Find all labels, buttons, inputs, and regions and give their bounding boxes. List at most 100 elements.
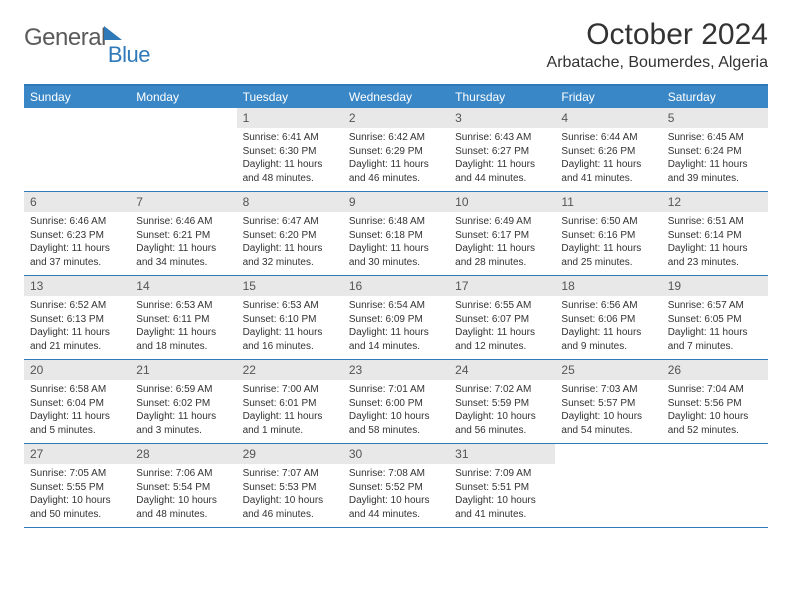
day-data: Sunrise: 6:58 AMSunset: 6:04 PMDaylight:…	[24, 380, 130, 443]
day-cell	[24, 108, 130, 191]
sunrise-text: Sunrise: 7:01 AM	[349, 383, 443, 397]
sunset-text: Sunset: 6:00 PM	[349, 397, 443, 411]
logo-text-1: General	[24, 24, 106, 52]
sunrise-text: Sunrise: 7:04 AM	[668, 383, 762, 397]
day-cell: 20Sunrise: 6:58 AMSunset: 6:04 PMDayligh…	[24, 360, 130, 443]
day-cell: 17Sunrise: 6:55 AMSunset: 6:07 PMDayligh…	[449, 276, 555, 359]
sunset-text: Sunset: 6:30 PM	[243, 145, 337, 159]
sunset-text: Sunset: 6:23 PM	[30, 229, 124, 243]
sunset-text: Sunset: 5:53 PM	[243, 481, 337, 495]
daylight-text: Daylight: 11 hours and 46 minutes.	[349, 158, 443, 185]
day-cell	[130, 108, 236, 191]
day-data: Sunrise: 7:02 AMSunset: 5:59 PMDaylight:…	[449, 380, 555, 443]
week-row: 6Sunrise: 6:46 AMSunset: 6:23 PMDaylight…	[24, 192, 768, 276]
day-cell: 25Sunrise: 7:03 AMSunset: 5:57 PMDayligh…	[555, 360, 661, 443]
day-number: 22	[237, 360, 343, 380]
day-number: 6	[24, 192, 130, 212]
day-data: Sunrise: 6:48 AMSunset: 6:18 PMDaylight:…	[343, 212, 449, 275]
day-cell: 18Sunrise: 6:56 AMSunset: 6:06 PMDayligh…	[555, 276, 661, 359]
daylight-text: Daylight: 11 hours and 21 minutes.	[30, 326, 124, 353]
day-cell: 28Sunrise: 7:06 AMSunset: 5:54 PMDayligh…	[130, 444, 236, 527]
week-row: 27Sunrise: 7:05 AMSunset: 5:55 PMDayligh…	[24, 444, 768, 528]
day-data: Sunrise: 6:50 AMSunset: 6:16 PMDaylight:…	[555, 212, 661, 275]
sunrise-text: Sunrise: 7:03 AM	[561, 383, 655, 397]
day-header: Friday	[555, 86, 661, 108]
day-data: Sunrise: 7:04 AMSunset: 5:56 PMDaylight:…	[662, 380, 768, 443]
sunset-text: Sunset: 5:59 PM	[455, 397, 549, 411]
daylight-text: Daylight: 10 hours and 41 minutes.	[455, 494, 549, 521]
sunset-text: Sunset: 6:24 PM	[668, 145, 762, 159]
day-data: Sunrise: 7:05 AMSunset: 5:55 PMDaylight:…	[24, 464, 130, 527]
day-header: Monday	[130, 86, 236, 108]
location: Arbatache, Boumerdes, Algeria	[547, 54, 768, 72]
day-cell: 16Sunrise: 6:54 AMSunset: 6:09 PMDayligh…	[343, 276, 449, 359]
sunrise-text: Sunrise: 6:56 AM	[561, 299, 655, 313]
daylight-text: Daylight: 10 hours and 48 minutes.	[136, 494, 230, 521]
day-data: Sunrise: 7:09 AMSunset: 5:51 PMDaylight:…	[449, 464, 555, 527]
day-number: 30	[343, 444, 449, 464]
sunset-text: Sunset: 6:05 PM	[668, 313, 762, 327]
daylight-text: Daylight: 11 hours and 16 minutes.	[243, 326, 337, 353]
day-data: Sunrise: 7:00 AMSunset: 6:01 PMDaylight:…	[237, 380, 343, 443]
day-cell: 29Sunrise: 7:07 AMSunset: 5:53 PMDayligh…	[237, 444, 343, 527]
day-number: 10	[449, 192, 555, 212]
sunset-text: Sunset: 5:57 PM	[561, 397, 655, 411]
sunset-text: Sunset: 6:21 PM	[136, 229, 230, 243]
day-number: 16	[343, 276, 449, 296]
day-cell: 27Sunrise: 7:05 AMSunset: 5:55 PMDayligh…	[24, 444, 130, 527]
day-number: 4	[555, 108, 661, 128]
sunset-text: Sunset: 6:06 PM	[561, 313, 655, 327]
month-title: October 2024	[547, 18, 768, 52]
day-cell: 1Sunrise: 6:41 AMSunset: 6:30 PMDaylight…	[237, 108, 343, 191]
sunrise-text: Sunrise: 6:41 AM	[243, 131, 337, 145]
sunset-text: Sunset: 6:26 PM	[561, 145, 655, 159]
day-data: Sunrise: 6:47 AMSunset: 6:20 PMDaylight:…	[237, 212, 343, 275]
daylight-text: Daylight: 11 hours and 3 minutes.	[136, 410, 230, 437]
daylight-text: Daylight: 11 hours and 1 minute.	[243, 410, 337, 437]
title-block: October 2024 Arbatache, Boumerdes, Alger…	[547, 18, 768, 72]
daylight-text: Daylight: 11 hours and 37 minutes.	[30, 242, 124, 269]
sunrise-text: Sunrise: 6:48 AM	[349, 215, 443, 229]
daylight-text: Daylight: 11 hours and 32 minutes.	[243, 242, 337, 269]
sunset-text: Sunset: 6:14 PM	[668, 229, 762, 243]
sunrise-text: Sunrise: 6:58 AM	[30, 383, 124, 397]
day-number: 23	[343, 360, 449, 380]
daylight-text: Daylight: 10 hours and 54 minutes.	[561, 410, 655, 437]
sunrise-text: Sunrise: 6:59 AM	[136, 383, 230, 397]
sunrise-text: Sunrise: 6:55 AM	[455, 299, 549, 313]
sunset-text: Sunset: 6:20 PM	[243, 229, 337, 243]
week-row: 20Sunrise: 6:58 AMSunset: 6:04 PMDayligh…	[24, 360, 768, 444]
day-cell	[662, 444, 768, 527]
daylight-text: Daylight: 10 hours and 46 minutes.	[243, 494, 337, 521]
calendar: Sunday Monday Tuesday Wednesday Thursday…	[24, 84, 768, 528]
day-number: 15	[237, 276, 343, 296]
day-data: Sunrise: 6:56 AMSunset: 6:06 PMDaylight:…	[555, 296, 661, 359]
day-number: 11	[555, 192, 661, 212]
weeks-container: 1Sunrise: 6:41 AMSunset: 6:30 PMDaylight…	[24, 108, 768, 528]
day-cell: 15Sunrise: 6:53 AMSunset: 6:10 PMDayligh…	[237, 276, 343, 359]
day-data: Sunrise: 7:01 AMSunset: 6:00 PMDaylight:…	[343, 380, 449, 443]
day-number: 25	[555, 360, 661, 380]
day-data: Sunrise: 6:44 AMSunset: 6:26 PMDaylight:…	[555, 128, 661, 191]
day-data: Sunrise: 7:03 AMSunset: 5:57 PMDaylight:…	[555, 380, 661, 443]
sunrise-text: Sunrise: 6:45 AM	[668, 131, 762, 145]
day-data: Sunrise: 6:51 AMSunset: 6:14 PMDaylight:…	[662, 212, 768, 275]
daylight-text: Daylight: 11 hours and 30 minutes.	[349, 242, 443, 269]
daylight-text: Daylight: 11 hours and 12 minutes.	[455, 326, 549, 353]
day-data: Sunrise: 6:41 AMSunset: 6:30 PMDaylight:…	[237, 128, 343, 191]
day-number: 21	[130, 360, 236, 380]
day-cell: 30Sunrise: 7:08 AMSunset: 5:52 PMDayligh…	[343, 444, 449, 527]
day-data: Sunrise: 6:46 AMSunset: 6:23 PMDaylight:…	[24, 212, 130, 275]
day-data: Sunrise: 7:07 AMSunset: 5:53 PMDaylight:…	[237, 464, 343, 527]
day-number: 27	[24, 444, 130, 464]
sunset-text: Sunset: 6:10 PM	[243, 313, 337, 327]
daylight-text: Daylight: 11 hours and 34 minutes.	[136, 242, 230, 269]
sunrise-text: Sunrise: 6:46 AM	[30, 215, 124, 229]
day-header: Saturday	[662, 86, 768, 108]
sunset-text: Sunset: 6:17 PM	[455, 229, 549, 243]
daylight-text: Daylight: 10 hours and 58 minutes.	[349, 410, 443, 437]
day-number: 29	[237, 444, 343, 464]
logo: General Blue	[24, 18, 150, 68]
day-number: 3	[449, 108, 555, 128]
day-number: 8	[237, 192, 343, 212]
